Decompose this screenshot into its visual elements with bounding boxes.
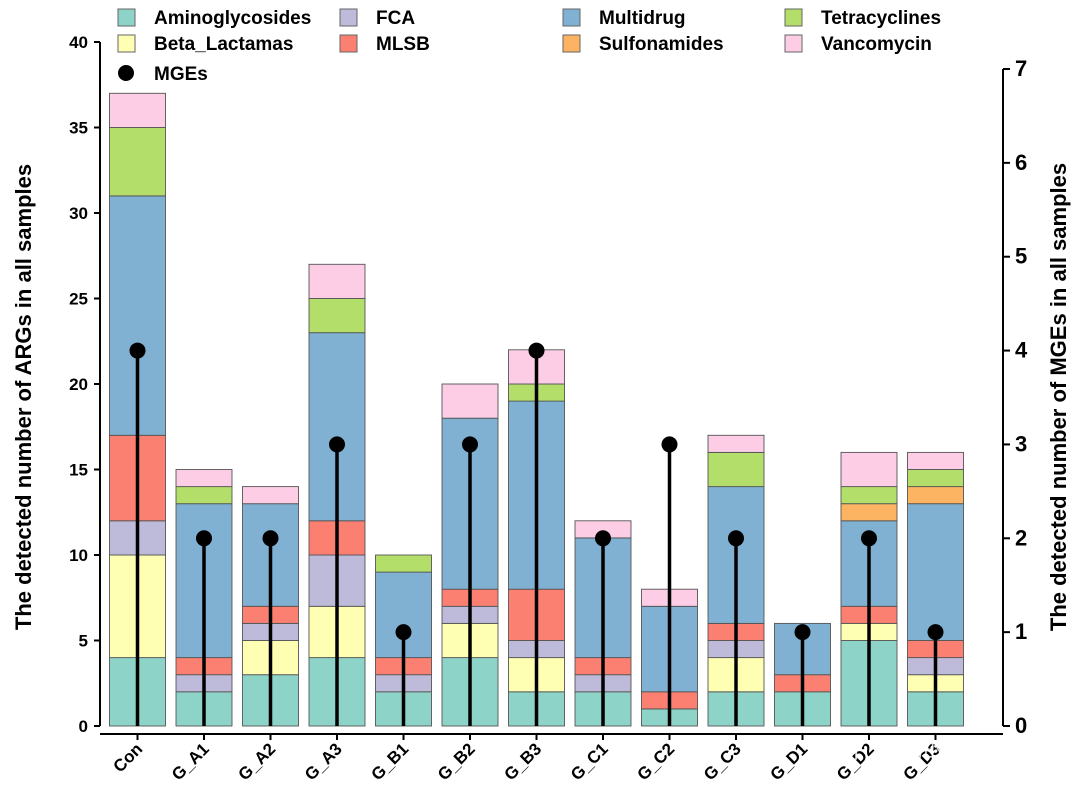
x-tick-label-g_d1: G_D1 [766, 739, 811, 784]
mge-point-g_c2 [662, 436, 678, 452]
legend-label-multidrug: Multidrug [599, 8, 686, 29]
y-tick-label: 15 [69, 461, 88, 480]
legend-swatch-mlsb [340, 35, 357, 52]
mge-point-g_d1 [795, 624, 811, 640]
y-tick-label: 35 [69, 119, 88, 138]
mge-point-g_d2 [861, 530, 877, 546]
legend-swatch-beta_lactamas [118, 35, 135, 52]
y2-tick-label: 6 [1015, 150, 1027, 175]
bar-segment-vancomycin-g_b2 [442, 384, 498, 418]
x-tick-label-g_c1: G_C1 [567, 739, 612, 784]
watermark: 知乎 @动的会计 [820, 737, 995, 764]
bar-segment-sulfonamides-g_d3 [908, 487, 964, 504]
bar-segment-tetracyclines-g_d2 [841, 487, 897, 504]
legend-label-vancomycin: Vancomycin [821, 34, 932, 55]
y2-tick-label: 4 [1015, 338, 1028, 363]
y2-axis-title: The detected number of MGEs in all sampl… [1046, 163, 1071, 631]
mge-point-g_c3 [728, 530, 744, 546]
y-tick-label: 5 [79, 632, 88, 651]
legend-swatch-fca [340, 9, 357, 26]
legend-label-aminoglycosides: Aminoglycosides [154, 8, 311, 29]
x-tick-label-g_b2: G_B2 [434, 739, 479, 784]
x-tick-label-g_b1: G_B1 [367, 739, 412, 784]
bar-segment-vancomycin-g_d3 [908, 452, 964, 469]
bar-segment-vancomycin-g_c3 [708, 435, 764, 452]
bar-segment-tetracyclines-g_a3 [309, 299, 365, 333]
legend-label-tetracyclines: Tetracyclines [821, 8, 941, 29]
mge-point-g_a1 [196, 530, 212, 546]
x-tick-label-g_a3: G_A3 [301, 739, 346, 784]
legend-swatch-sulfonamides [563, 35, 580, 52]
bar-segment-vancomycin-g_a1 [176, 470, 232, 487]
bar-segment-tetracyclines-g_a1 [176, 487, 232, 504]
legend-label-fca: FCA [376, 8, 415, 29]
y-tick-label: 20 [69, 375, 88, 394]
bar-segment-sulfonamides-g_d2 [841, 504, 897, 521]
y2-tick-label: 3 [1015, 431, 1027, 456]
bar-segment-tetracyclines-g_c3 [708, 452, 764, 486]
mge-point-g_b2 [462, 436, 478, 452]
mge-point-g_b1 [396, 624, 412, 640]
y-tick-label: 0 [79, 717, 88, 736]
y-tick-label: 30 [69, 204, 88, 223]
legend-label-mges: MGEs [154, 64, 208, 85]
legend-swatch-vancomycin [785, 35, 802, 52]
mge-point-con [130, 343, 146, 359]
mge-point-g_c1 [595, 530, 611, 546]
legend-label-sulfonamides: Sulfonamides [599, 34, 724, 55]
x-tick-label-g_b3: G_B3 [500, 739, 545, 784]
y-axis-title: The detected number of ARGs in all sampl… [11, 164, 36, 630]
y-tick-label: 40 [69, 33, 88, 52]
mge-point-g_a3 [329, 436, 345, 452]
legend-swatch-tetracyclines [785, 9, 802, 26]
mge-point-g_a2 [263, 530, 279, 546]
y2-tick-label: 0 [1015, 713, 1027, 738]
legend-swatch-mges [118, 65, 134, 81]
bar-segment-vancomycin-g_d2 [841, 452, 897, 486]
bar-segment-vancomycin-g_a2 [243, 487, 299, 504]
bar-segment-vancomycin-g_a3 [309, 264, 365, 298]
chart: Aminoglycosides Beta_Lactamas FCA MLSB Multi… [0, 0, 1080, 793]
legend: Aminoglycosides Beta_Lactamas FCA MLSB Multi… [118, 8, 941, 85]
x-tick-label-g_a2: G_A2 [234, 739, 279, 784]
y-tick-label: 25 [69, 290, 88, 309]
mge-point-g_d3 [928, 624, 944, 640]
bar-segment-tetracyclines-g_b1 [376, 555, 432, 572]
legend-swatch-multidrug [563, 9, 580, 26]
legend-label-mlsb: MLSB [376, 34, 430, 55]
y2-tick-label: 2 [1015, 525, 1027, 550]
y-tick-label: 10 [69, 546, 88, 565]
bar-segment-tetracyclines-g_d3 [908, 470, 964, 487]
x-tick-label-g_c2: G_C2 [633, 739, 678, 784]
x-tick-label-g_a1: G_A1 [168, 739, 213, 784]
bar-segment-tetracyclines-con [110, 128, 166, 196]
bar-segment-vancomycin-con [110, 93, 166, 127]
y2-tick-label: 7 [1015, 56, 1027, 81]
mge-point-g_b3 [529, 343, 545, 359]
y2-tick-label: 5 [1015, 244, 1027, 269]
y2-tick-label: 1 [1015, 619, 1027, 644]
x-tick-label-g_c3: G_C3 [700, 739, 745, 784]
legend-label-beta_lactamas: Beta_Lactamas [154, 34, 293, 55]
x-tick-label-con: Con [110, 739, 147, 776]
bar-segment-multidrug-g_d3 [908, 504, 964, 641]
legend-swatch-aminoglycosides [118, 9, 135, 26]
